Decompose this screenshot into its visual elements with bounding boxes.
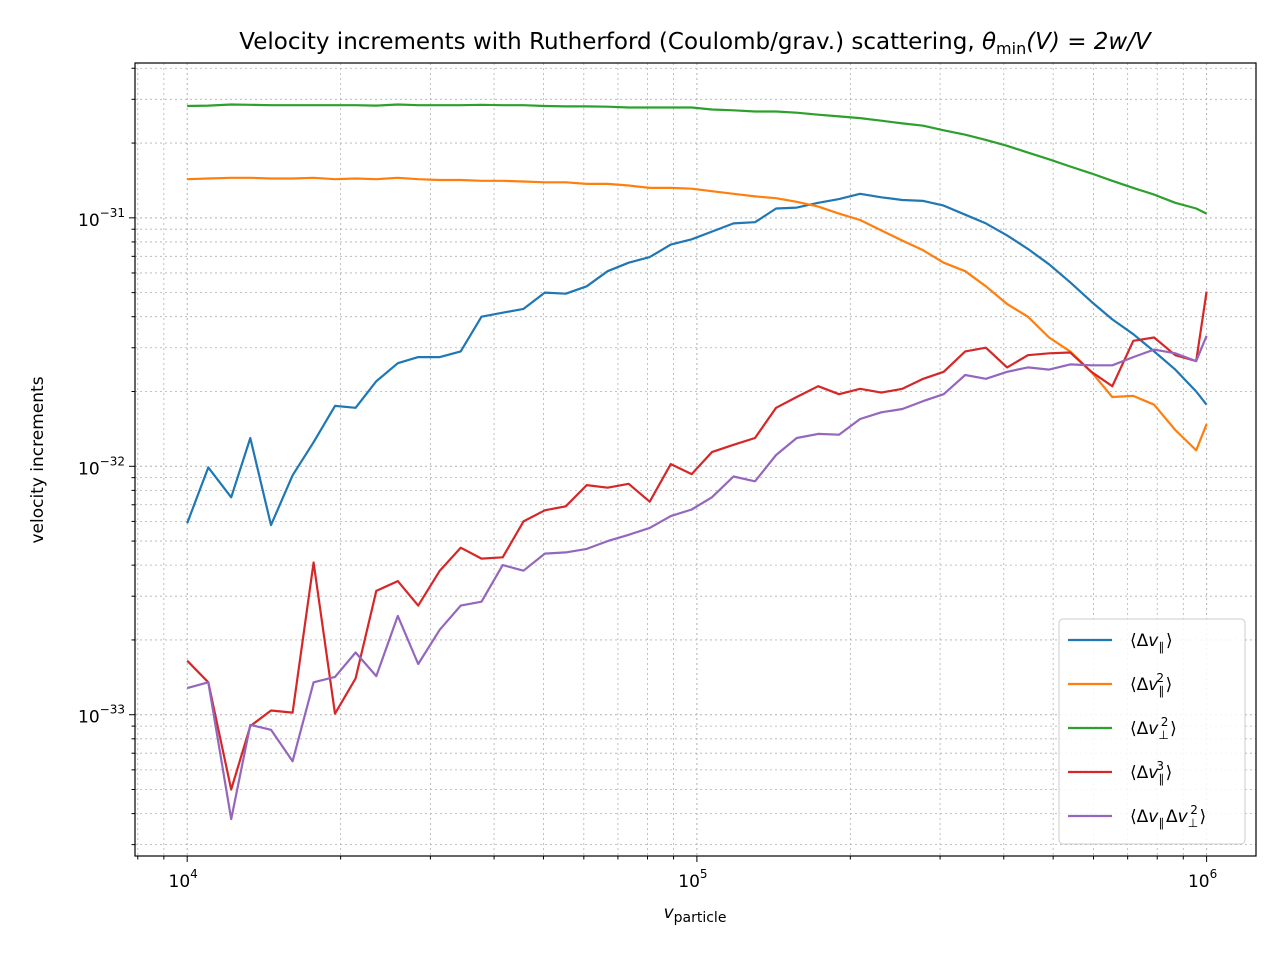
legend-box: [1058, 618, 1246, 845]
y-tick-label: 10−31: [78, 206, 125, 231]
x-tick-label: 105: [678, 867, 707, 892]
series-line-5: [186, 335, 1208, 821]
y-tick-label: 10−32: [78, 454, 125, 479]
axis-ticks: 104 105 106 10−33 10−32 10−31: [78, 67, 1217, 892]
legend-label: ⟨Δv∥ Δv⊥2 ⟩: [1130, 803, 1206, 830]
x-tick-label: 104: [169, 867, 198, 892]
legend-label: ⟨Δv∥ ⟩: [1130, 631, 1173, 654]
series-line-3: [187, 103, 1208, 215]
series-line-4: [186, 291, 1208, 791]
legend-label: ⟨Δv∥3 ⟩: [1130, 759, 1172, 786]
series-line-1: [186, 192, 1208, 527]
y-axis-label: velocity increments: [28, 376, 48, 543]
chart-title: Velocity increments with Rutherford (Cou…: [239, 29, 1153, 58]
legend-label: ⟨Δv∥2 ⟩: [1130, 671, 1172, 698]
x-axis-label: vparticle: [664, 903, 727, 926]
axes-frame: [134, 62, 1257, 857]
x-tick-label: 106: [1188, 867, 1217, 892]
series-line-2: [187, 176, 1208, 452]
legend-label: ⟨Δv⊥2 ⟩: [1130, 715, 1177, 742]
legend: ⟨Δv∥ ⟩ ⟨Δv∥2 ⟩ ⟨Δv⊥2 ⟩ ⟨Δv∥3 ⟩ ⟨Δv∥ Δv⊥2 ⟩: [1058, 618, 1246, 845]
y-tick-label: 10−33: [78, 703, 125, 728]
plot-series: [186, 103, 1208, 821]
